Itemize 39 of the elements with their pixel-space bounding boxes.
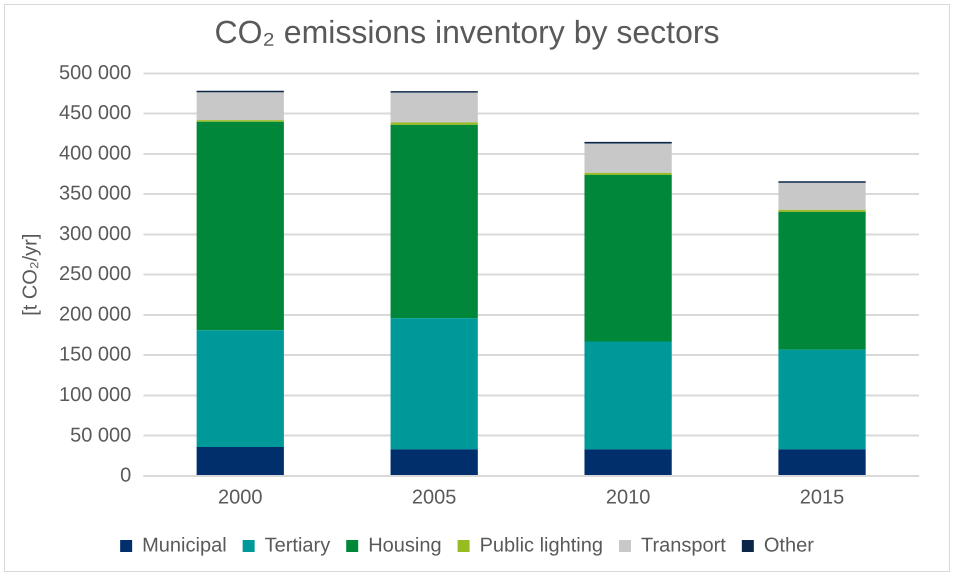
bar (196, 122, 284, 330)
bar (778, 449, 866, 475)
y-tick-label: 400 000 (59, 142, 132, 164)
bar (584, 342, 672, 450)
y-tick-label: 350 000 (59, 182, 132, 205)
bar (196, 92, 284, 120)
y-tick-label: 150 000 (59, 344, 132, 366)
legend-label: Housing (368, 534, 442, 557)
bar (390, 449, 478, 475)
legend-label: Tertiary (264, 534, 330, 557)
bar (390, 92, 478, 123)
legend-label: Other (764, 534, 814, 557)
y-tick-label: 100 000 (59, 384, 132, 406)
y-tick-label: 50 000 (70, 424, 132, 446)
bar (584, 449, 672, 475)
bar (390, 124, 478, 318)
bar (196, 330, 284, 448)
bar (584, 174, 672, 342)
y-tick-label: 200 000 (59, 303, 132, 326)
bar (778, 212, 866, 350)
x-tick-label: 2010 (606, 486, 650, 509)
bar (584, 143, 672, 173)
x-tick-label: 2005 (412, 486, 456, 509)
y-tick-label: 500 000 (59, 62, 132, 84)
y-tick-label: 0 (120, 464, 132, 487)
chart-title: CO₂ emissions inventory by sectors (214, 14, 720, 50)
legend-label: Transport (640, 534, 726, 557)
bar (778, 350, 866, 450)
bar (390, 318, 478, 450)
y-tick-label: 300 000 (59, 222, 132, 245)
legend-label: Municipal (142, 534, 227, 557)
legend-label: Public lighting (480, 534, 603, 557)
x-tick-label: 2000 (218, 486, 263, 509)
y-tick-label: 250 000 (59, 263, 132, 286)
y-axis-title: [t CO₂/yr] (20, 234, 42, 316)
y-tick-label: 450 000 (59, 102, 132, 124)
x-tick-label: 2015 (800, 486, 844, 509)
bar (196, 447, 284, 475)
bar (778, 182, 866, 210)
